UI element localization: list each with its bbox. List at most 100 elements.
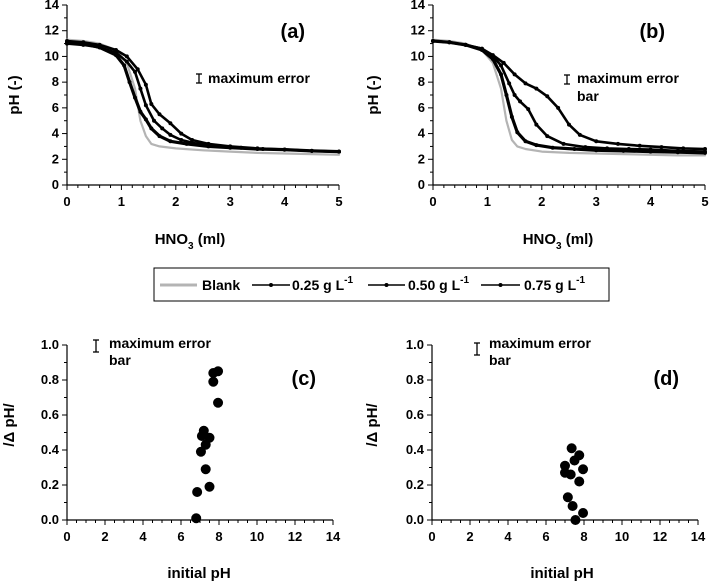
x-tick-label: 4: [504, 529, 512, 544]
series-line-c075: [65, 39, 341, 153]
series-marker-c075: [463, 42, 468, 47]
panel-d: 0.0 0.2 0.4 0.6 0.8 1.0 0 2 4 6 8 10 12 14 (d) initia…: [364, 335, 706, 582]
x-tick-label: 4: [647, 194, 655, 209]
panel-d-axes: 0.0 0.2 0.4 0.6 0.8 1.0 0 2 4 6 8 10 12 14: [406, 337, 706, 544]
x-tick-label: 6: [177, 529, 184, 544]
series-marker-c075: [490, 53, 495, 58]
series-marker-c050: [675, 148, 680, 153]
series-marker-c025: [594, 148, 599, 153]
panel-a-series: [65, 38, 341, 156]
panel-c-ylabel: /Δ pH/: [1, 403, 18, 447]
scatter-point: [198, 425, 209, 436]
legend-label-c075: 0.75 g L-1: [524, 275, 585, 293]
series-marker-c050: [133, 69, 137, 74]
series-marker-c075: [577, 132, 582, 137]
y-tick-label: 0.2: [41, 477, 59, 492]
y-tick-label: 0: [52, 177, 59, 192]
scatter-point: [570, 515, 581, 525]
series-marker-c075: [168, 121, 173, 126]
y-tick-label: 10: [45, 48, 59, 63]
panel-b-xlabel: HNO3 (ml): [523, 231, 594, 252]
x-tick-label: 0: [63, 529, 70, 544]
series-marker-c075: [81, 40, 86, 45]
series-line-c075: [431, 39, 707, 151]
panel-d-points: [560, 443, 589, 525]
series-marker-c025: [133, 95, 137, 100]
series-line-blank: [431, 38, 707, 157]
y-tick-label: 4: [52, 126, 60, 141]
series-marker-c050: [526, 107, 531, 112]
panel-b-error-bar-label: maximum error: [577, 70, 679, 86]
panel-a-label: (a): [281, 21, 305, 43]
panel-c-axes: 0.0 0.2 0.4 0.6 0.8 1.0 0 2 4 6 8 10 12 14: [41, 337, 341, 544]
panel-c-label: (c): [292, 368, 316, 390]
series-marker-c025: [138, 109, 143, 114]
x-tick-label: 4: [281, 194, 289, 209]
y-tick-label: 0.0: [41, 512, 59, 527]
y-tick-label: 0.0: [406, 512, 424, 527]
series-marker-c025: [504, 93, 509, 97]
series-marker-c075: [615, 141, 620, 146]
legend-label-c050: 0.50 g L-1: [408, 275, 469, 293]
series-marker-c075: [431, 39, 435, 43]
panel-c-points: [191, 366, 224, 524]
series-marker-c075: [703, 147, 707, 151]
y-tick-label: 0.4: [41, 442, 60, 457]
panel-a-error-bar-label: maximum error: [208, 70, 310, 86]
series-marker-c075: [255, 146, 260, 151]
scatter-point: [578, 508, 589, 518]
x-tick-label: 12: [288, 529, 302, 544]
legend-label-c025: 0.25 g L-1: [292, 275, 353, 293]
series-marker-c050: [561, 141, 566, 146]
series-marker-c075: [637, 143, 642, 148]
series-marker-c050: [518, 99, 523, 104]
series-marker-c075: [124, 54, 129, 59]
y-tick-label: 0.8: [41, 372, 59, 387]
panel-d-label: (d): [653, 368, 679, 390]
series-marker-c050: [534, 122, 539, 127]
x-tick-label: 2: [172, 194, 179, 209]
panel-d-xlabel: initial pH: [530, 565, 593, 582]
x-tick-label: 6: [542, 529, 549, 544]
series-marker-c050: [545, 134, 550, 139]
scatter-point: [562, 492, 573, 503]
series-marker-c075: [190, 138, 195, 142]
x-tick-label: 8: [215, 529, 222, 544]
x-tick-label: 8: [580, 529, 587, 544]
scatter-point: [204, 481, 215, 492]
series-marker-c075: [206, 141, 211, 146]
y-tick-label: 0: [418, 177, 425, 192]
x-tick-label: 14: [326, 529, 341, 544]
series-marker-c050: [512, 93, 517, 97]
series-marker-c025: [572, 147, 577, 151]
panel-b-error-bar-label-2: bar: [577, 88, 599, 104]
panel-b-ylabel: pH (-): [365, 75, 382, 114]
series-marker-c050: [168, 132, 173, 137]
scatter-point: [191, 513, 202, 524]
series-marker-c075: [282, 147, 287, 152]
panel-c-error-bar-icon: [93, 339, 99, 353]
series-marker-c025: [149, 126, 154, 131]
x-tick-label: 10: [615, 529, 629, 544]
x-tick-label: 0: [429, 194, 436, 209]
y-tick-label: 2: [418, 151, 425, 166]
series-marker-c050: [583, 145, 588, 150]
series-marker-c050: [143, 103, 148, 108]
series-marker-c075: [135, 67, 140, 72]
series-marker-c025: [168, 139, 173, 144]
panel-d-error-bar-label: maximum error: [489, 335, 591, 351]
y-tick-label: 2: [52, 151, 59, 166]
series-marker-c075: [567, 122, 571, 127]
panel-c-xlabel: initial pH: [167, 565, 230, 582]
x-tick-label: 2: [538, 194, 545, 209]
y-tick-label: 8: [418, 74, 425, 89]
series-marker-c025: [523, 139, 528, 144]
series-marker-c050: [160, 126, 165, 131]
series-marker-c050: [124, 59, 129, 64]
x-tick-label: 14: [691, 529, 706, 544]
series-marker-c075: [681, 146, 686, 151]
panel-c: 0.0 0.2 0.4 0.6 0.8 1.0 0 2 4 6 8 10 12 14 (c) initia…: [1, 335, 341, 582]
